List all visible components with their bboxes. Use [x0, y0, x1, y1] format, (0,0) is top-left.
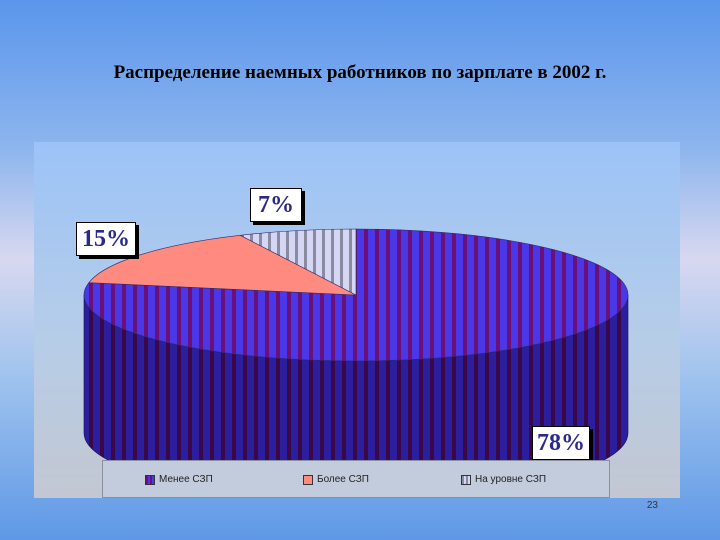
data-label-level: 7% [250, 188, 302, 222]
legend-label-less: Менее СЗП [159, 474, 213, 485]
page-number: 23 [646, 500, 658, 511]
legend-swatch-more [303, 474, 313, 485]
chart-legend: Менее СЗП Более СЗП На уровне СЗП [102, 460, 610, 498]
pie-chart [83, 228, 629, 498]
legend-item-more: Более СЗП [303, 474, 369, 485]
pie-slice-more [88, 234, 357, 296]
legend-item-level: На уровне СЗП [461, 474, 546, 485]
chart-area: 78% 15% 7% [34, 142, 680, 498]
legend-swatch-level [461, 474, 471, 485]
slide-title: Распределение наемных работников по зарп… [113, 62, 607, 83]
pie-slice-level [239, 228, 357, 296]
legend-label-more: Более СЗП [317, 474, 369, 485]
legend-item-less: Менее СЗП [145, 474, 213, 485]
data-label-more: 15% [76, 222, 136, 256]
legend-label-level: На уровне СЗП [475, 474, 547, 485]
legend-swatch-less [145, 474, 155, 485]
data-label-less: 78% [532, 426, 590, 460]
